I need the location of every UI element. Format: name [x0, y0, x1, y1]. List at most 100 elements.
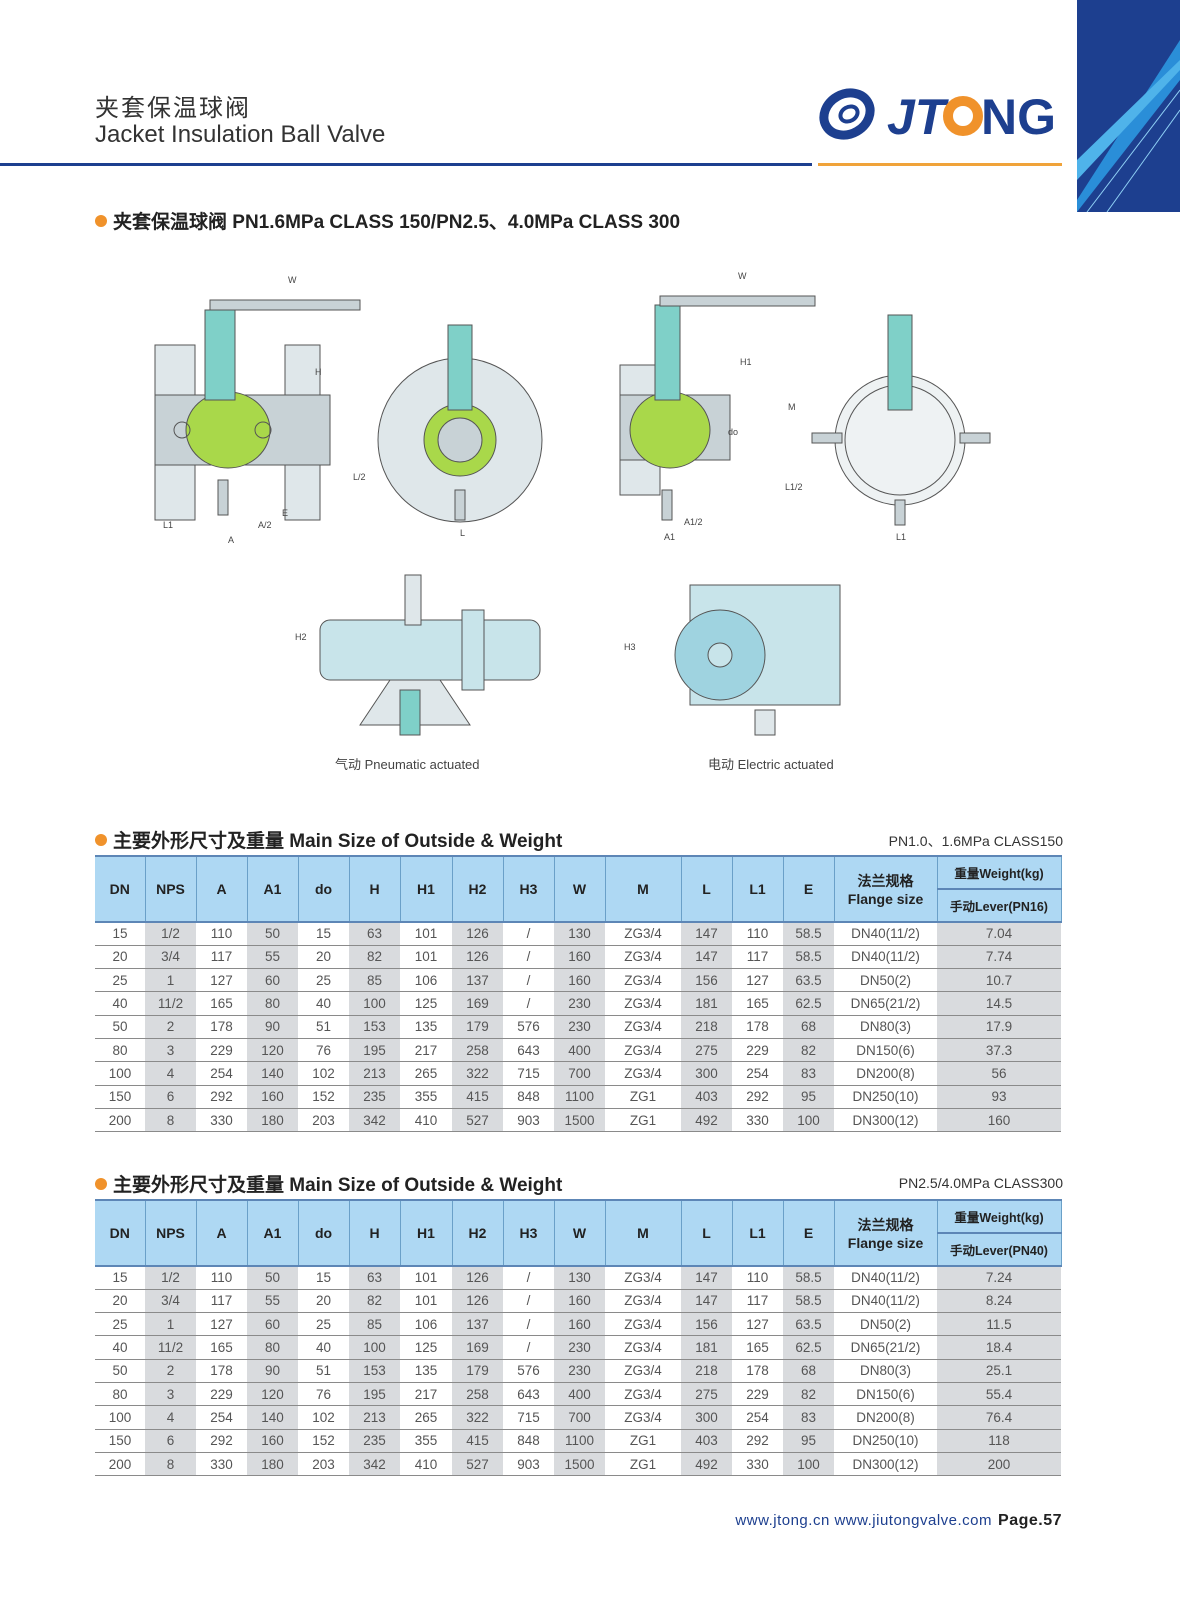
table-cell: 230 [554, 1359, 605, 1383]
brand-logo: JT NG [815, 78, 1065, 148]
table-cell: 58.5 [783, 1266, 834, 1290]
footer-urls[interactable]: www.jtong.cn www.jiutongvalve.com [735, 1512, 993, 1529]
table-cell: 165 [732, 991, 783, 1016]
table-cell: 180 [247, 1452, 298, 1477]
size-weight-table: DN NPS A A1 do H H1 H2 H3 W M L L1 E 法兰规格 Flange size 重量… [95, 855, 1062, 1133]
table-cell: 110 [196, 922, 247, 946]
table-cell: 147 [681, 1289, 732, 1314]
front-view-drawing [154, 299, 361, 521]
table-cell: 37.3 [937, 1038, 1061, 1063]
table-cell: 217 [400, 1382, 452, 1407]
table-cell: 50 [247, 922, 298, 946]
table-cell: 400 [554, 1038, 605, 1063]
dim-label: A/2 [258, 520, 272, 530]
table-cell: 203 [298, 1108, 349, 1133]
table-cell: 1/2 [145, 922, 196, 946]
table-cell: 82 [783, 1038, 834, 1063]
table-cell: 127 [196, 968, 247, 993]
table-cell: 410 [400, 1108, 452, 1133]
table-cell: 355 [400, 1429, 452, 1453]
table-cell: DN65(21/2) [834, 1335, 937, 1360]
table-cell: 8 [145, 1452, 196, 1477]
table-cell: 903 [503, 1108, 554, 1133]
bullet-icon [95, 833, 107, 846]
table-row: 50 2 178 90 51 153 135 179 576 230 ZG3/4 218 178 68 DN… [95, 1015, 1061, 1039]
table-cell: 265 [400, 1061, 452, 1086]
table-cell: 178 [196, 1015, 247, 1039]
column-header: H1 [400, 1199, 453, 1267]
dim-label: L1 [163, 520, 173, 530]
table-row: 15 1/2 110 50 15 63 101 126/130 ZG3/4 147 110 58.5 D… [95, 1266, 1061, 1290]
header-rule-orange [818, 163, 1062, 166]
table-cell: 165 [196, 1335, 247, 1360]
table-cell: 1 [145, 1312, 196, 1337]
table-cell: DN40(11/2) [834, 1289, 937, 1314]
table-cell: 120 [247, 1038, 298, 1063]
table-cell: 126 [452, 1266, 503, 1290]
table-cell: 195 [349, 1382, 400, 1407]
table-cell: 165 [732, 1335, 783, 1360]
table-cell: 275 [681, 1038, 732, 1063]
flange-header-en: Flange size [847, 891, 924, 907]
column-header: M [605, 1199, 682, 1267]
table-cell: / [503, 922, 554, 946]
table-cell: 18.4 [937, 1335, 1061, 1360]
table-cell: 160 [247, 1429, 298, 1453]
table-cell: 218 [681, 1359, 732, 1383]
table-cell: 102 [298, 1061, 349, 1086]
table-cell: 254 [732, 1405, 783, 1430]
table-cell: 160 [554, 1312, 605, 1337]
table-cell: ZG1 [605, 1452, 681, 1477]
table-row: 20 3/4 117 55 20 82 101 126/160 ZG3/4 147 117 58.5 D… [95, 1289, 1061, 1314]
table-cell: 90 [247, 1015, 298, 1039]
table-cell: 410 [400, 1452, 452, 1477]
table-cell: 50 [95, 1359, 145, 1383]
table-cell: 152 [298, 1429, 349, 1453]
table-cell: 100 [95, 1405, 145, 1430]
table-cell: 15 [298, 1266, 349, 1290]
table-cell: 117 [196, 945, 247, 970]
table-cell: 195 [349, 1038, 400, 1063]
dim-label: H3 [624, 642, 636, 652]
table-cell: 20 [95, 1289, 145, 1314]
column-header-flange: 法兰规格 Flange size [834, 855, 938, 923]
table-title-text: 主要外形尺寸及重量 Main Size of Outside & Weight [113, 1175, 563, 1196]
column-header: L1 [732, 1199, 784, 1267]
table-cell: 25 [298, 968, 349, 993]
table-cell: 90 [247, 1359, 298, 1383]
table-cell: / [503, 1289, 554, 1314]
table-cell: 229 [196, 1382, 247, 1407]
table-cell: 50 [95, 1015, 145, 1039]
table-cell: 342 [349, 1108, 400, 1133]
bullet-icon [95, 1177, 107, 1190]
table-cell: 213 [349, 1405, 400, 1430]
electric-caption: 电动 Electric actuated [708, 757, 834, 772]
table-cell: 68 [783, 1359, 834, 1383]
front-view-2-drawing [619, 295, 816, 521]
table-cell: 203 [298, 1452, 349, 1477]
table-cell: DN40(11/2) [834, 922, 937, 946]
table-cell: 106 [400, 968, 452, 993]
table-cell: 229 [196, 1038, 247, 1063]
table-cell: 300 [681, 1061, 732, 1086]
table-cell: DN40(11/2) [834, 945, 937, 970]
table-cell: 63.5 [783, 1312, 834, 1337]
flange-header-cn: 法兰规格 [857, 1217, 914, 1233]
table-cell: 156 [681, 1312, 732, 1337]
table-cell: 6 [145, 1085, 196, 1109]
table-cell: 160 [554, 968, 605, 993]
table-cell: 254 [196, 1061, 247, 1086]
table-cell: ZG3/4 [605, 1405, 681, 1430]
table-row: 200 8 330 180 203 342 410 527 903 1500 ZG1 492 330 10… [95, 1108, 1061, 1133]
page-number: Page.57 [998, 1512, 1062, 1529]
table-cell: 76 [298, 1038, 349, 1063]
footer: www.jtong.cn www.jiutongvalve.com Page.57 [735, 1512, 1062, 1530]
table-cell: 25.1 [937, 1359, 1061, 1383]
column-header: DN [95, 855, 146, 923]
dim-label: A1 [664, 532, 675, 542]
table-cell: / [503, 945, 554, 970]
table-cell: 292 [732, 1429, 783, 1453]
table-cell: / [503, 991, 554, 1016]
table-cell: 292 [196, 1085, 247, 1109]
corner-decoration [1077, 0, 1180, 212]
